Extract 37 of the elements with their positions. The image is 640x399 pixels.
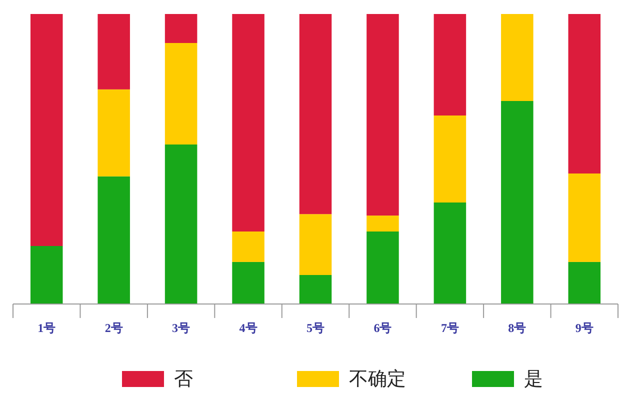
bar xyxy=(164,144,198,304)
x-tick-label: 9号 xyxy=(575,321,594,335)
legend-label: 是 xyxy=(524,368,543,390)
bar xyxy=(568,262,601,304)
bar xyxy=(501,14,534,101)
x-tick-label: 7号 xyxy=(440,321,459,335)
bar xyxy=(366,232,399,304)
bar xyxy=(98,14,130,90)
bar xyxy=(98,176,130,304)
x-tick-label: 8号 xyxy=(508,321,526,335)
bar xyxy=(568,14,601,174)
x-tick-label: 5号 xyxy=(306,321,324,335)
x-tick-label: 3号 xyxy=(172,321,190,335)
bar xyxy=(434,14,466,116)
bar xyxy=(98,89,130,176)
bar xyxy=(30,14,63,246)
bar xyxy=(164,14,198,43)
bar xyxy=(299,275,332,304)
bar xyxy=(299,214,332,275)
bar xyxy=(568,174,601,262)
x-tick-label: 1号 xyxy=(38,321,56,335)
legend-label: 否 xyxy=(174,368,193,390)
bar xyxy=(299,14,332,214)
bar xyxy=(434,116,466,202)
bar xyxy=(501,101,534,304)
bar xyxy=(30,246,63,304)
bar xyxy=(232,262,264,304)
bar xyxy=(164,43,198,144)
bar xyxy=(434,202,466,304)
bar xyxy=(232,232,264,262)
bar xyxy=(366,14,399,216)
x-tick-label: 2号 xyxy=(104,321,123,335)
legend-label: 不确定 xyxy=(349,368,406,390)
x-tick-label: 4号 xyxy=(239,321,258,335)
bar xyxy=(232,14,264,232)
bar xyxy=(366,216,399,232)
x-tick-label: 6号 xyxy=(374,321,392,335)
